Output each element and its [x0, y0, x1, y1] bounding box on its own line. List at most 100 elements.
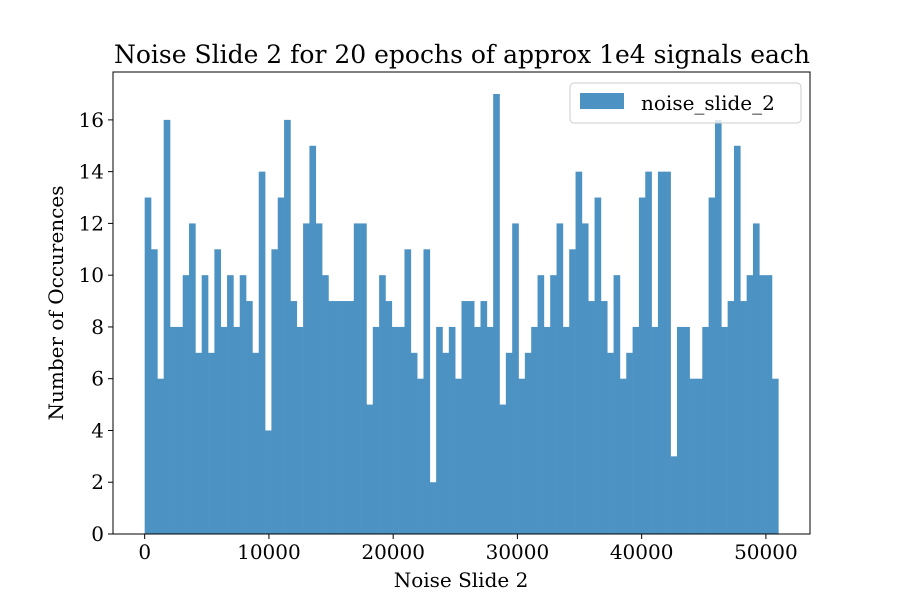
histogram-bar: [265, 430, 272, 534]
histogram-bar: [531, 326, 538, 534]
legend: noise_slide_2: [569, 82, 802, 124]
histogram-bar: [746, 275, 754, 534]
histogram-bar: [543, 326, 551, 534]
histogram-bar: [695, 378, 703, 534]
histogram-bar: [556, 223, 564, 535]
histogram-bar: [448, 326, 456, 534]
y-tick-label: 4: [91, 418, 104, 442]
histogram-bar: [581, 223, 589, 535]
histogram-bar: [594, 197, 602, 534]
y-tick-label: 6: [91, 367, 104, 391]
histogram-bar: [524, 352, 532, 534]
histogram-bar: [613, 275, 621, 534]
histogram-bar: [410, 352, 418, 534]
histogram-bar: [600, 301, 608, 534]
histogram-bar: [220, 326, 228, 534]
histogram-bar: [372, 326, 380, 534]
histogram-bar: [334, 301, 342, 534]
histogram-bar: [638, 197, 646, 534]
histogram-bar: [163, 119, 171, 534]
histogram-bar: [651, 326, 659, 534]
y-tick-label: 12: [79, 211, 104, 235]
histogram-bar: [144, 197, 152, 534]
histogram-bar: [227, 275, 234, 534]
histogram-bar: [493, 94, 500, 534]
histogram-bar: [258, 171, 266, 534]
histogram-bar: [398, 326, 405, 534]
histogram-bar: [480, 301, 488, 534]
legend-swatch: [580, 93, 624, 109]
histogram-bar: [208, 352, 215, 534]
histogram-bar: [752, 223, 760, 535]
histogram-bar: [771, 378, 779, 534]
histogram-bar: [676, 326, 684, 534]
histogram-bar: [214, 249, 222, 534]
histogram-bar: [721, 326, 728, 534]
x-axis-label: Noise Slide 2: [394, 568, 529, 592]
histogram-bar: [550, 275, 557, 534]
histogram-bar: [201, 275, 209, 534]
histogram-bar: [474, 326, 481, 534]
histogram-bar: [461, 301, 469, 534]
histogram-bar: [328, 301, 336, 534]
histogram-bar: [315, 223, 323, 535]
histogram-bar: [182, 275, 190, 534]
x-tick-label: 40000: [610, 540, 674, 564]
histogram-bar: [575, 171, 583, 534]
histogram-bar: [467, 301, 475, 534]
histogram-bar: [252, 352, 260, 534]
histogram-bar: [436, 326, 443, 534]
histogram-bar: [740, 301, 747, 534]
histogram-bar: [537, 275, 545, 534]
histogram-bar: [455, 378, 462, 534]
histogram-bar: [239, 275, 247, 534]
histogram-bar: [632, 326, 640, 534]
histogram-bar: [353, 223, 361, 535]
histogram-bar: [277, 197, 285, 534]
x-tick-label: 30000: [486, 540, 550, 564]
y-tick-label: 8: [91, 315, 104, 339]
plot-frame: [112, 71, 811, 535]
histogram-bar: [702, 326, 709, 534]
y-tick-label: 0: [91, 522, 104, 546]
x-tick-label: 50000: [734, 540, 798, 564]
histogram-bar: [670, 456, 678, 534]
histogram-bar: [296, 326, 304, 534]
histogram-bar: [727, 301, 735, 534]
histogram-bar: [391, 326, 399, 534]
histogram-bar: [176, 326, 183, 534]
chart-title: Noise Slide 2 for 20 epochs of approx 1e…: [114, 40, 810, 69]
histogram-bar: [195, 352, 203, 534]
histogram-bar: [619, 378, 627, 534]
histogram-bar: [309, 145, 317, 534]
histogram-bar: [404, 249, 412, 534]
histogram-bar: [683, 326, 690, 534]
histogram-bar: [588, 301, 595, 534]
histogram-bar: [569, 249, 576, 534]
histogram-bar: [689, 378, 697, 534]
histogram-bar: [303, 223, 310, 535]
y-tick-label: 2: [91, 470, 104, 494]
histogram-bar: [733, 145, 741, 534]
histogram-bar: [765, 275, 773, 534]
x-tick-label: 20000: [361, 540, 425, 564]
x-tick-label: 0: [138, 540, 151, 564]
y-axis: 0 2 4 6 8 10 12 14 16: [79, 108, 113, 546]
y-tick-label: 16: [79, 108, 104, 132]
histogram-bar: [385, 301, 393, 534]
histogram-bar: [366, 404, 374, 534]
histogram-bar: [645, 171, 652, 534]
y-tick-label: 14: [79, 160, 104, 184]
y-tick-label: 10: [79, 263, 104, 287]
histogram-bar: [486, 326, 494, 534]
histogram-bar: [360, 223, 367, 535]
histogram-bar: [429, 482, 437, 534]
histogram-bar: [151, 249, 158, 534]
histogram-bar: [607, 352, 614, 534]
y-axis-label: Number of Occurences: [44, 186, 68, 421]
histogram-bar: [189, 223, 196, 535]
histogram-bar: [233, 326, 241, 534]
histogram-bar: [714, 119, 722, 534]
histogram-bar: [379, 275, 386, 534]
histogram-bars: [144, 94, 779, 535]
